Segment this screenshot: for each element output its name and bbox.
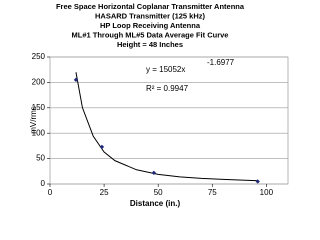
equation-exponent: -1.6977	[207, 58, 235, 67]
title-line: HP Loop Receiving Antenna	[100, 21, 201, 30]
y-tick-label: 200	[32, 78, 46, 87]
x-tick-label: 0	[48, 188, 53, 197]
y-tick-label: 0	[41, 179, 46, 188]
y-tick-label: 50	[36, 154, 45, 163]
y-tick-label: 250	[32, 52, 46, 61]
r-squared: R² = 0.9947	[146, 84, 189, 93]
plot-area	[49, 56, 289, 185]
chart: mV/rms Distance (in.) y = 15052x -1.6977…	[29, 2, 289, 208]
x-axis-title: Distance (in.)	[130, 199, 181, 208]
title-line: Height = 48 Inches	[117, 40, 183, 49]
y-axis-title: mV/rms	[29, 106, 38, 134]
equation: y = 15052x	[146, 65, 185, 74]
trendline	[75, 72, 258, 182]
title-line: Free Space Horizontal Coplanar Transmitt…	[56, 2, 245, 11]
title-line: HASARD Transmitter (125 kHz)	[95, 11, 206, 20]
y-tick-label: 150	[32, 103, 46, 112]
x-tick-label: 25	[100, 188, 109, 197]
data-point	[255, 179, 260, 184]
x-tick-label: 50	[154, 188, 163, 197]
y-tick-label: 100	[32, 128, 46, 137]
x-tick-label: 100	[260, 188, 274, 197]
data-point	[73, 77, 79, 83]
x-tick-label: 75	[208, 188, 217, 197]
title-line: ML#1 Through ML#5 Data Average Fit Curve	[72, 30, 229, 39]
data-point	[151, 170, 157, 176]
data-point	[99, 144, 105, 150]
